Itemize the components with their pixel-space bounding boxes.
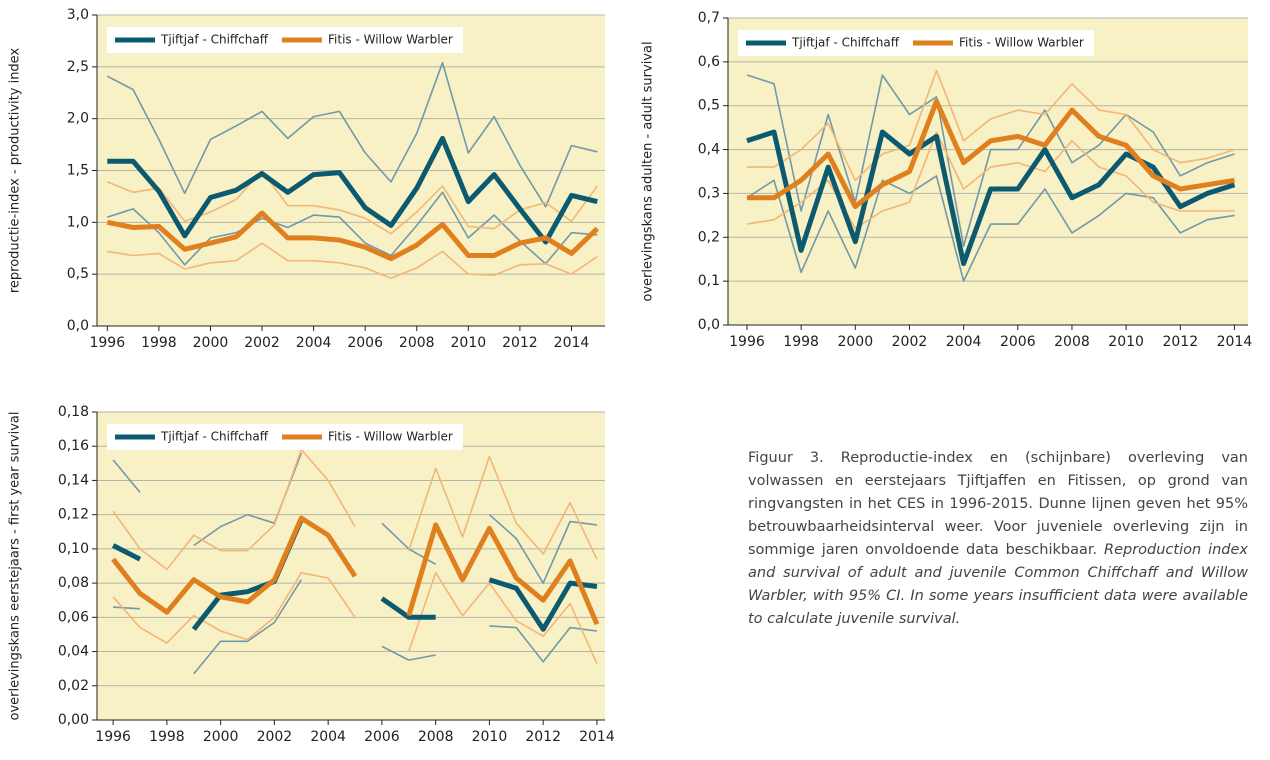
y-tick-label: 3,0 [67,7,89,23]
ci-lower-line [107,191,598,266]
y-tick-label: 2,0 [67,111,89,127]
y-tick-label: 0,2 [698,229,720,245]
y-tick-label: 0,0 [698,317,720,333]
legend-label: Fitis - Willow Warbler [328,430,453,444]
x-tick-label: 1998 [783,334,819,350]
y-tick-label: 0,5 [67,266,89,282]
x-tick-label: 2006 [347,335,383,351]
y-tick-label: 0,02 [58,678,89,694]
y-tick-label: 1,0 [67,214,89,230]
y-tick-label: 0,14 [58,472,89,488]
plot-background [728,18,1248,325]
x-tick-label: 2000 [203,729,239,745]
x-tick-label: 2004 [946,334,982,350]
y-tick-label: 0,16 [58,438,89,454]
x-tick-label: 2012 [1162,334,1198,350]
ci-upper-line [112,452,598,584]
legend-label: Fitis - Willow Warbler [959,36,1084,50]
caption-nl: Figuur 3. Reproductie-index en (schijnba… [748,450,1248,558]
y-tick-label: 1,5 [67,163,89,179]
x-tick-label: 2010 [472,729,508,745]
ci-upper-line [107,169,598,235]
caption: Figuur 3. Reproductie-index en (schijnba… [748,447,1248,631]
ci-lower-line [112,572,598,664]
ci-lower-line [746,175,1235,282]
x-tick-label: 2010 [451,335,487,351]
ci-lower-line [107,242,598,280]
y-tick-label: 0,0 [67,318,89,334]
y-tick-label: 0,6 [698,54,720,70]
x-tick-label: 2014 [554,335,590,351]
ci-upper-line [106,61,598,208]
y-tick-label: 0,4 [698,142,720,158]
x-tick-label: 2014 [1217,334,1253,350]
y-tick-label: 0,04 [58,644,89,660]
x-tick-label: 2008 [418,729,454,745]
x-tick-label: 2012 [502,335,538,351]
y-tick-label: 0,12 [58,507,89,523]
x-tick-label: 2006 [1000,334,1036,350]
x-tick-label: 1996 [89,335,125,351]
y-axis-label: overlevingskans eerstejaars - first year… [8,411,23,720]
x-tick-label: 1996 [729,334,765,350]
x-tick-label: 1998 [141,335,177,351]
legend-label: Tjiftjaf - Chiffchaff [160,33,269,47]
y-tick-label: 0,5 [698,98,720,114]
x-tick-label: 2002 [892,334,928,350]
y-tick-label: 0,3 [698,185,720,201]
y-tick-label: 0,7 [698,10,720,26]
x-tick-label: 2002 [244,335,280,351]
legend-label: Tjiftjaf - Chiffchaff [791,36,900,50]
x-tick-label: 2006 [364,729,400,745]
y-axis-label: overlevingskans adulten - adult survival [641,41,656,301]
series-line [111,518,598,632]
legend-label: Tjiftjaf - Chiffchaff [160,430,269,444]
ci-upper-line [746,74,1235,247]
caption-en: Reproduction index and survival of adult… [748,542,1248,627]
x-tick-label: 2000 [193,335,229,351]
y-tick-label: 0,00 [58,712,89,728]
y-tick-label: 0,08 [58,575,89,591]
x-tick-label: 2002 [257,729,293,745]
series-line [107,135,598,245]
series-line [111,515,600,626]
legend-label: Fitis - Willow Warbler [328,33,453,47]
y-axis-label: reproductie-index - productivity index [8,48,23,294]
series-line [746,129,1236,267]
series-line [106,210,600,262]
x-tick-label: 2014 [579,729,615,745]
x-tick-label: 2008 [1054,334,1090,350]
y-tick-label: 0,06 [58,609,89,625]
y-tick-label: 0,1 [698,273,720,289]
ci-upper-line [747,69,1235,182]
x-tick-label: 2010 [1108,334,1144,350]
x-tick-label: 2012 [525,729,561,745]
x-tick-label: 2004 [310,729,346,745]
ci-lower-line [113,579,598,675]
ci-upper-line [112,448,598,571]
ci-lower-line [746,131,1235,230]
y-tick-label: 0,18 [58,404,89,420]
series-line [747,98,1235,210]
x-tick-label: 2000 [837,334,873,350]
x-tick-label: 2008 [399,335,435,351]
y-tick-label: 2,5 [67,59,89,75]
x-tick-label: 2004 [296,335,332,351]
x-tick-label: 1996 [95,729,131,745]
x-tick-label: 1998 [149,729,185,745]
y-tick-label: 0,10 [58,541,89,557]
